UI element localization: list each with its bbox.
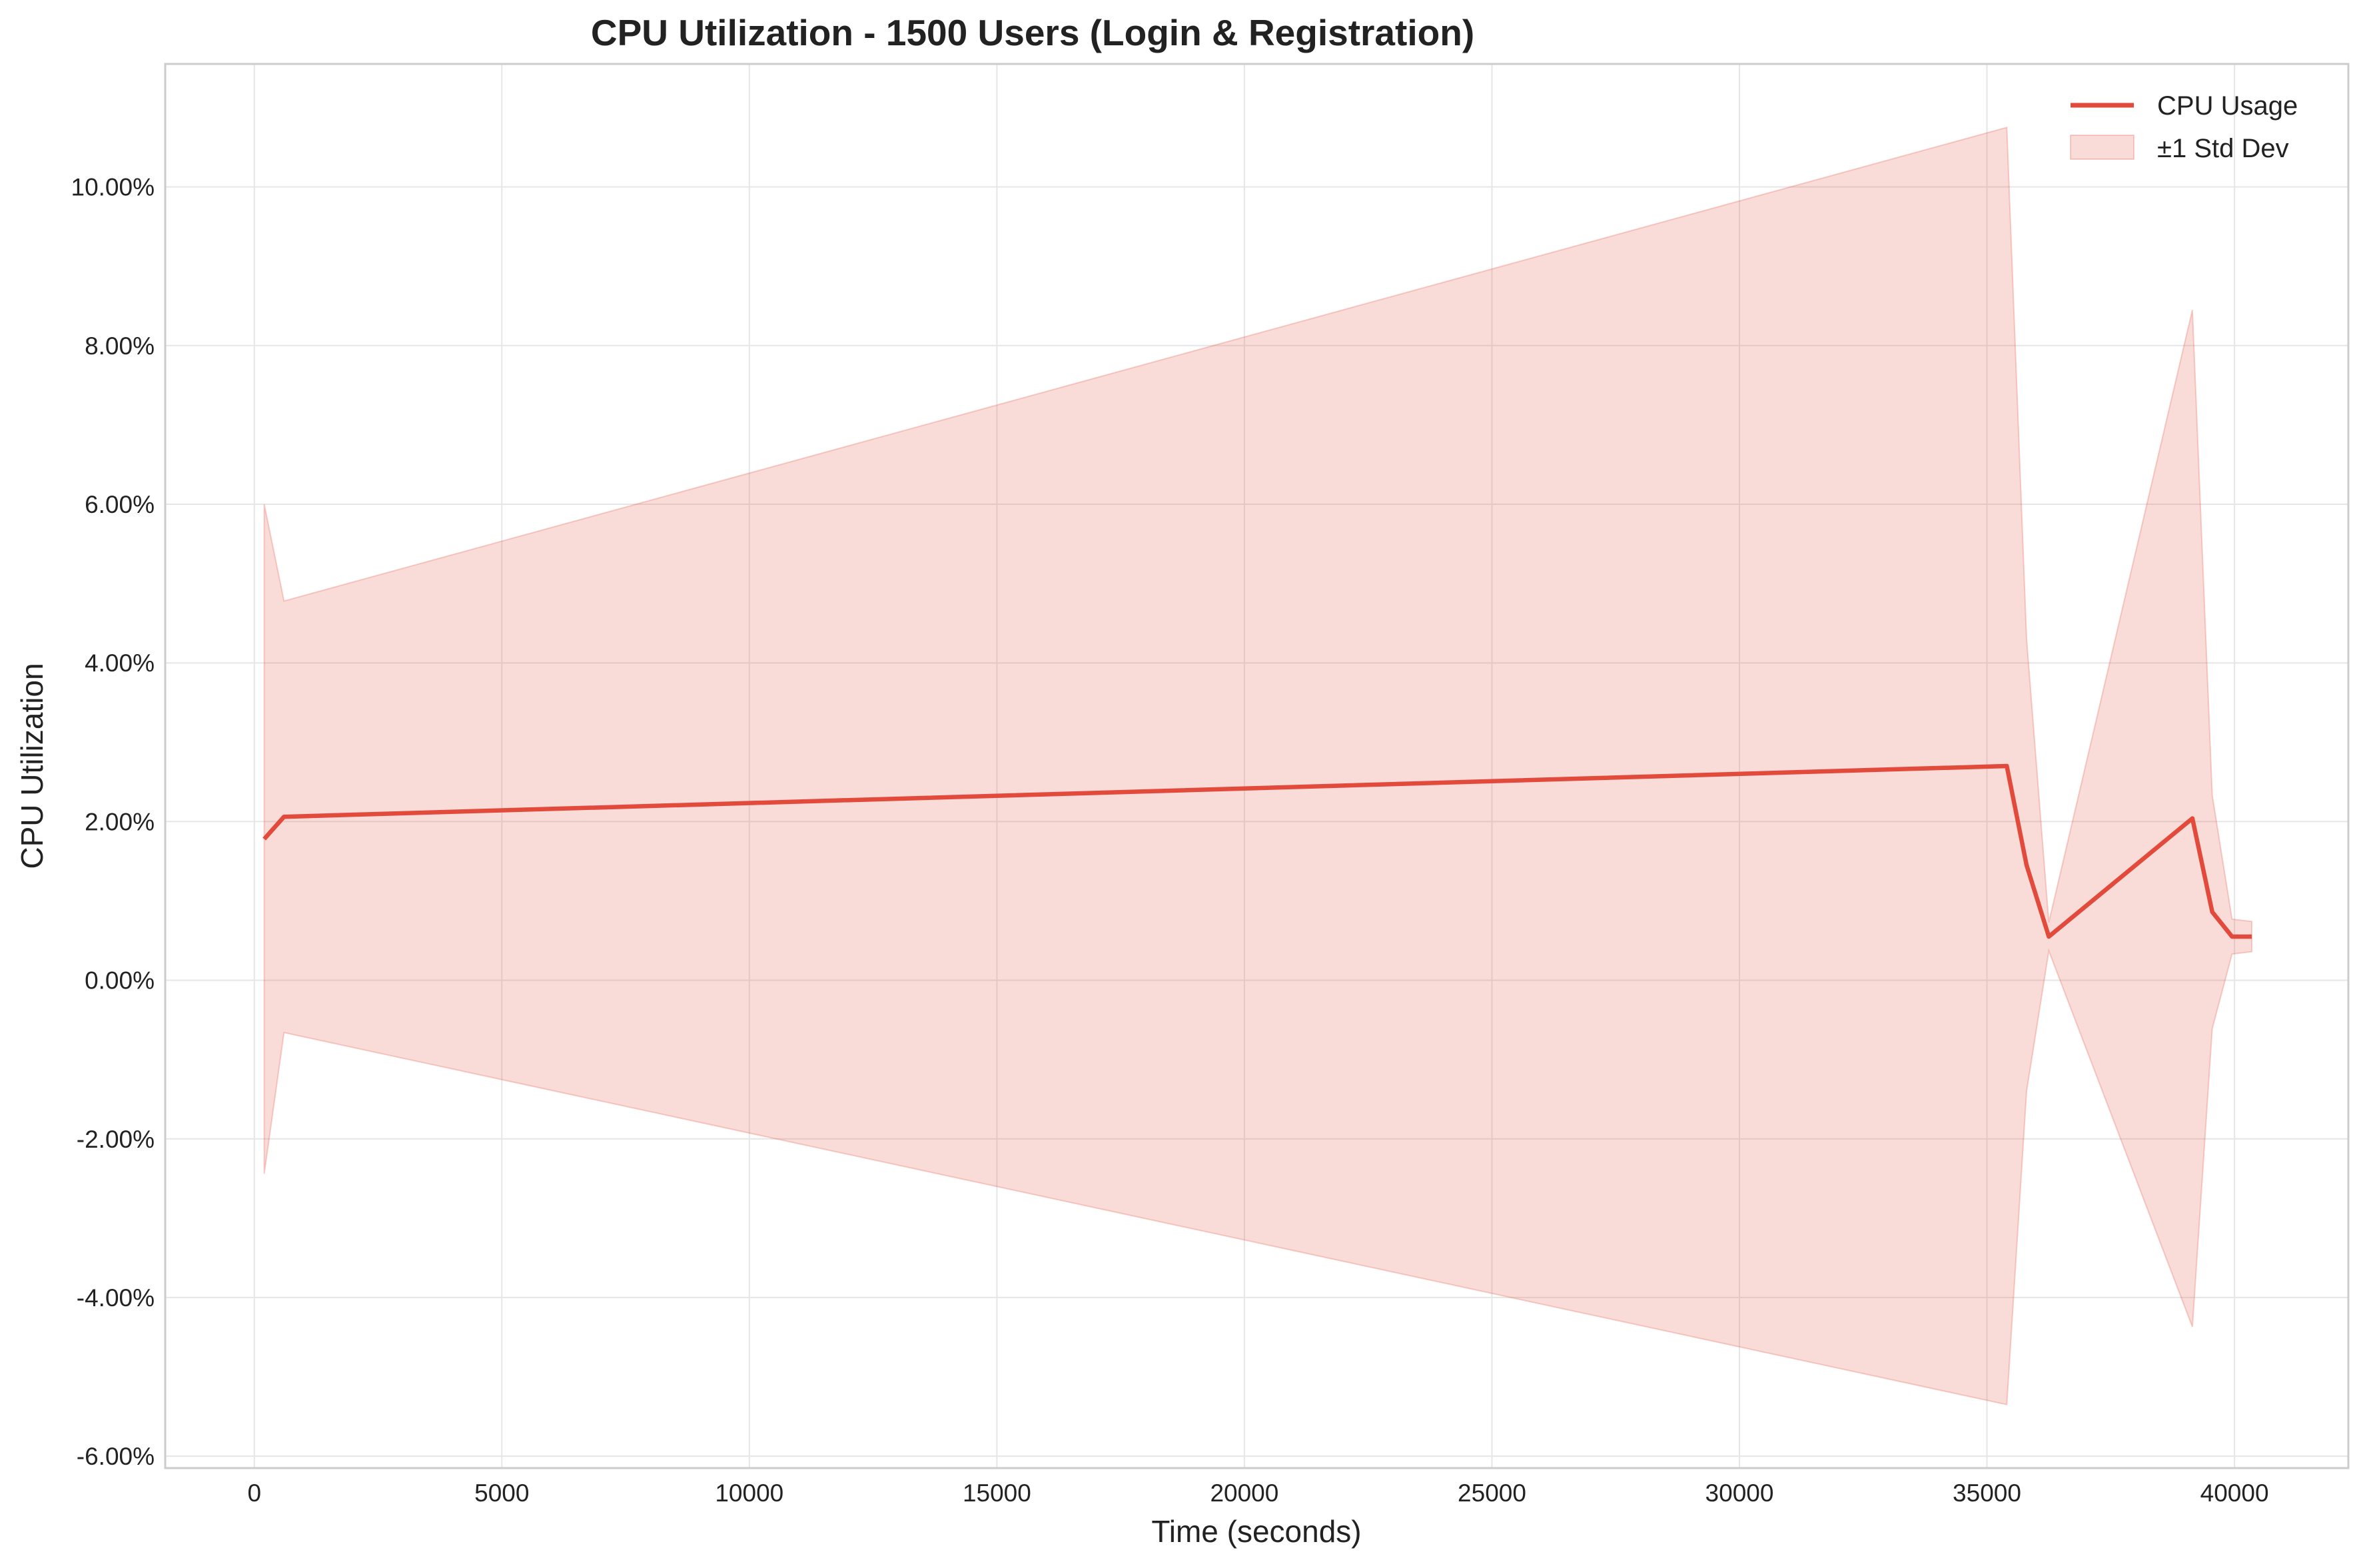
y-axis-ticks: -6.00% -4.00% -2.00% 0.00% 2.00% 4.00% 6.00% 8.… xyxy=(71,174,155,1471)
y-tick-label: 4.00% xyxy=(85,649,155,677)
y-tick-label: -6.00% xyxy=(77,1443,155,1470)
legend: CPU Usage ±1 Std Dev xyxy=(2070,91,2298,163)
x-tick-label: 5000 xyxy=(474,1479,529,1507)
legend-label-cpu-usage: CPU Usage xyxy=(2157,91,2298,121)
x-tick-label: 20000 xyxy=(1210,1479,1278,1507)
x-tick-label: 0 xyxy=(248,1479,262,1507)
x-tick-label: 35000 xyxy=(1953,1479,2021,1507)
y-tick-label: -4.00% xyxy=(77,1284,155,1312)
x-tick-label: 30000 xyxy=(1705,1479,1774,1507)
y-tick-label: 10.00% xyxy=(71,174,155,201)
plot-frame xyxy=(164,63,2350,1469)
legend-band-swatch xyxy=(2070,135,2134,160)
y-tick-label: 6.00% xyxy=(85,491,155,518)
chart-title: CPU Utilization - 1500 Users (Login & Re… xyxy=(591,12,1474,53)
y-tick-label: 8.00% xyxy=(85,332,155,360)
std-dev-band xyxy=(263,127,2253,1405)
std-dev-band-layer xyxy=(263,127,2253,1405)
x-axis-ticks: 0 5000 10000 15000 20000 25000 30000 35000 40000 xyxy=(248,1479,2269,1507)
y-tick-label: 2.00% xyxy=(85,808,155,835)
x-axis-label: Time (seconds) xyxy=(1151,1514,1361,1549)
x-tick-label: 40000 xyxy=(2200,1479,2269,1507)
cpu-usage-line xyxy=(262,763,2252,939)
x-tick-label: 15000 xyxy=(963,1479,1031,1507)
y-axis-label: CPU Utilization xyxy=(15,663,49,869)
legend-label-std-dev: ±1 Std Dev xyxy=(2157,134,2289,163)
x-tick-label: 25000 xyxy=(1458,1479,1526,1507)
x-tick-label: 10000 xyxy=(715,1479,783,1507)
y-tick-label: 0.00% xyxy=(85,967,155,994)
y-tick-label: -2.00% xyxy=(77,1126,155,1153)
cpu-usage-line-layer xyxy=(262,763,2252,939)
